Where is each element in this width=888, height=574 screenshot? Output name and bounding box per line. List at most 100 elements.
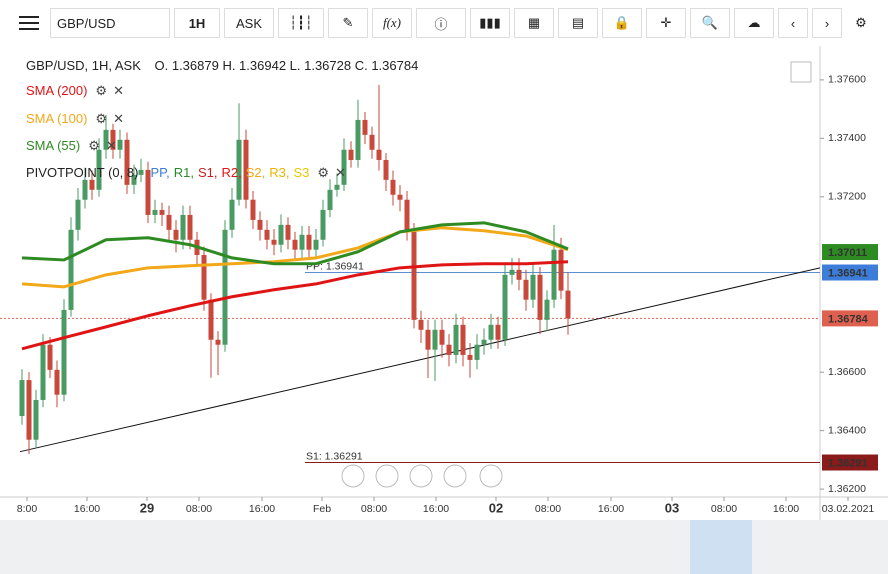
indicators-button[interactable]: ▮▮▮ bbox=[470, 8, 510, 38]
price-tag bbox=[822, 454, 878, 471]
candle-body bbox=[432, 329, 438, 350]
candle-body bbox=[362, 119, 368, 135]
x-tick-label: 08:00 bbox=[186, 503, 212, 515]
candle-body bbox=[33, 399, 39, 440]
candle-body bbox=[250, 199, 256, 220]
candle-body bbox=[215, 339, 221, 345]
candle-body bbox=[47, 344, 53, 370]
pivot-level: PP, bbox=[150, 165, 170, 180]
candle-body bbox=[348, 149, 354, 160]
side-select[interactable]: ASK bbox=[224, 8, 274, 38]
candle-body bbox=[299, 234, 305, 250]
pivot-level: R3, bbox=[269, 165, 290, 180]
y-tick-label: 1.36600 bbox=[828, 366, 866, 378]
remove-icon: ✕ bbox=[335, 165, 346, 180]
reset[interactable] bbox=[409, 464, 433, 488]
candle-body bbox=[558, 249, 564, 291]
candle-body bbox=[180, 214, 186, 240]
remove-icon: ✕ bbox=[113, 111, 124, 126]
pivot-level: R2, bbox=[221, 165, 242, 180]
interval-select[interactable]: 1H bbox=[174, 8, 220, 38]
price-tag-label: 1.36784 bbox=[828, 313, 869, 325]
pivot-level: R1, bbox=[173, 165, 194, 180]
candle-body bbox=[75, 199, 81, 230]
expand-button[interactable] bbox=[790, 61, 812, 83]
x-tick-label: 16:00 bbox=[423, 503, 449, 515]
zoom-button[interactable]: 🔍 bbox=[690, 8, 730, 38]
candle-body bbox=[551, 249, 557, 300]
sma-line bbox=[21, 221, 569, 266]
candle-body bbox=[26, 380, 32, 440]
x-tick-label: 08:00 bbox=[535, 503, 561, 515]
legend-label: SMA (100) bbox=[26, 111, 88, 126]
calendar-button[interactable]: ▦ bbox=[514, 8, 554, 38]
zoom-in[interactable] bbox=[443, 464, 467, 488]
x-tick-label: 08:00 bbox=[361, 503, 387, 515]
candle-body bbox=[488, 324, 494, 340]
candle-body bbox=[187, 214, 193, 240]
candle-body bbox=[481, 339, 487, 345]
menu-icon bbox=[19, 16, 39, 30]
cloud-button[interactable]: ☁ bbox=[734, 8, 774, 38]
candle-body bbox=[355, 119, 361, 160]
news-button[interactable]: ▤ bbox=[558, 8, 598, 38]
next-button[interactable]: › bbox=[812, 8, 842, 38]
candle-body bbox=[124, 139, 130, 185]
navigator[interactable] bbox=[0, 520, 888, 574]
candle-body bbox=[285, 224, 291, 240]
lock-button[interactable]: 🔒 bbox=[602, 8, 642, 38]
x-tick-label: 08:00 bbox=[711, 503, 737, 515]
candle-body bbox=[509, 269, 515, 275]
info-button[interactable]: ⓘ bbox=[416, 8, 466, 38]
x-tick-label: Feb bbox=[313, 503, 331, 515]
prev-button[interactable]: ‹ bbox=[778, 8, 808, 38]
candle-body bbox=[264, 229, 270, 240]
navigator-window[interactable] bbox=[690, 520, 752, 574]
function-button[interactable]: f(x) bbox=[372, 8, 412, 38]
candle-body bbox=[117, 139, 123, 150]
candle-body bbox=[313, 239, 319, 250]
candle-body bbox=[166, 214, 172, 230]
chart-type-button[interactable]: ┆┇┆ bbox=[278, 8, 324, 38]
menu-button[interactable] bbox=[12, 8, 46, 38]
candle-body bbox=[439, 329, 445, 345]
crosshair-button[interactable]: ✛ bbox=[646, 8, 686, 38]
candle-body bbox=[103, 129, 109, 150]
remove-icon: ✕ bbox=[113, 83, 124, 98]
candle-body bbox=[145, 169, 151, 215]
x-tick-label: 16:00 bbox=[249, 503, 275, 515]
legend-item: PIVOTPOINT (0, 8) PP, R1, S1, R2, S2, R3, S3 ⚙ ✕ bbox=[26, 165, 346, 181]
candle-body bbox=[271, 239, 277, 245]
candle-body bbox=[446, 344, 452, 355]
scroll-right[interactable] bbox=[479, 464, 503, 488]
candle-body bbox=[418, 319, 424, 330]
price-tag-label: 1.37011 bbox=[828, 247, 867, 259]
candle-body bbox=[243, 139, 249, 200]
toolbar: GBP/USD 1H ASK ┆┇┆ ✎ f(x) ⓘ ▮▮▮ ▦ ▤ 🔒 ✛ … bbox=[0, 0, 888, 46]
x-tick-label: 03 bbox=[665, 500, 679, 515]
symbol-select[interactable]: GBP/USD bbox=[50, 8, 170, 38]
sma-line bbox=[21, 260, 569, 351]
candle-body bbox=[390, 179, 396, 195]
candle-body bbox=[523, 279, 529, 300]
candle-body bbox=[369, 134, 375, 150]
settings-button[interactable]: ⚙ bbox=[846, 8, 876, 38]
legend-label: SMA (200) bbox=[26, 83, 88, 98]
time-axis bbox=[0, 497, 888, 520]
candle-body bbox=[404, 199, 410, 230]
zoom-out[interactable] bbox=[375, 464, 399, 488]
draw-button[interactable]: ✎ bbox=[328, 8, 368, 38]
candle-body bbox=[453, 324, 459, 355]
legend-item: SMA (200) ⚙ ✕ bbox=[26, 83, 124, 99]
y-tick-label: 1.36200 bbox=[828, 483, 866, 495]
candle-body bbox=[89, 179, 95, 190]
x-tick-label: 16:00 bbox=[74, 503, 100, 515]
price-tag bbox=[822, 244, 878, 261]
settings-icon: ⚙ bbox=[95, 111, 108, 126]
scroll-left[interactable] bbox=[341, 464, 365, 488]
pivot-level: S2, bbox=[245, 165, 266, 180]
candle-body bbox=[208, 299, 214, 340]
x-tick-label: 03.02.2021 bbox=[822, 503, 875, 515]
y-tick-label: 1.37200 bbox=[828, 191, 866, 203]
